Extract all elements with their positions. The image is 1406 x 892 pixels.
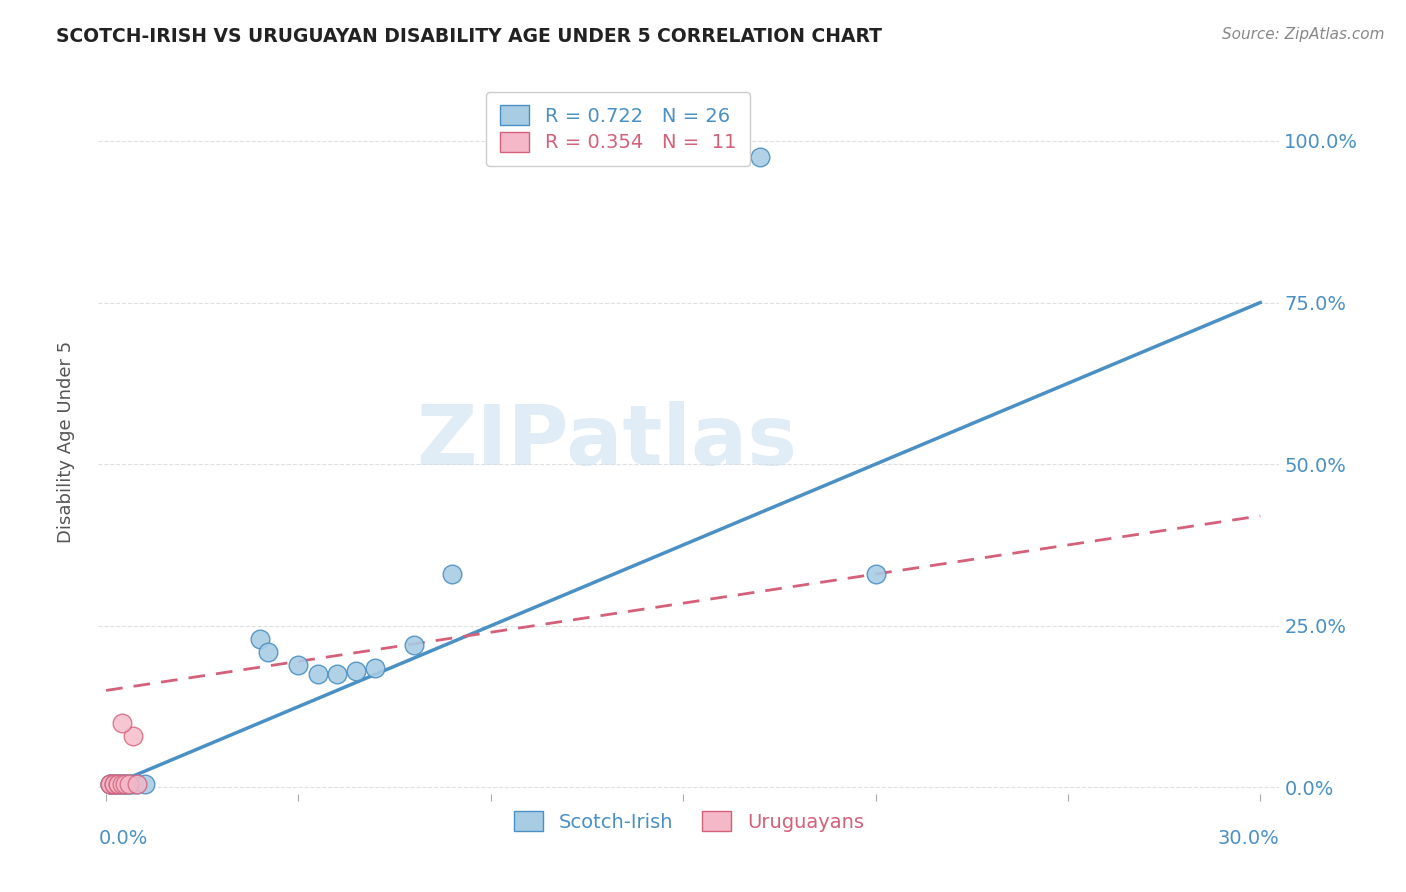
Point: [110, 715, 132, 730]
Point: [110, 777, 132, 791]
Point: [134, 777, 156, 791]
Point: [865, 567, 887, 582]
Point: [107, 777, 129, 791]
Point: [114, 777, 136, 791]
Point: [287, 657, 309, 672]
Point: [103, 777, 125, 791]
Y-axis label: Disability Age Under 5: Disability Age Under 5: [56, 341, 75, 542]
Point: [344, 664, 367, 678]
Point: [103, 777, 125, 791]
Legend: Scotch-Irish, Uruguayans: Scotch-Irish, Uruguayans: [498, 796, 880, 847]
Point: [118, 777, 141, 791]
Point: [98, 777, 121, 791]
Point: [103, 777, 125, 791]
Point: [402, 638, 425, 652]
Text: SCOTCH-IRISH VS URUGUAYAN DISABILITY AGE UNDER 5 CORRELATION CHART: SCOTCH-IRISH VS URUGUAYAN DISABILITY AGE…: [56, 27, 882, 45]
Point: [98, 777, 121, 791]
Point: [118, 777, 141, 791]
Point: [122, 777, 145, 791]
Point: [249, 632, 271, 646]
Point: [125, 777, 148, 791]
Point: [107, 777, 129, 791]
Point: [307, 667, 329, 681]
Point: [256, 645, 278, 659]
Point: [107, 777, 129, 791]
Point: [98, 777, 121, 791]
Text: 30.0%: 30.0%: [1218, 830, 1279, 848]
Point: [103, 777, 125, 791]
Point: [114, 777, 136, 791]
Text: Source: ZipAtlas.com: Source: ZipAtlas.com: [1222, 27, 1385, 42]
Point: [326, 667, 349, 681]
Point: [98, 777, 121, 791]
Point: [364, 661, 387, 675]
Point: [114, 777, 136, 791]
Point: [118, 777, 141, 791]
Point: [110, 777, 132, 791]
Point: [125, 777, 148, 791]
Text: 0.0%: 0.0%: [98, 830, 148, 848]
Point: [749, 150, 772, 164]
Point: [441, 567, 464, 582]
Text: ZIPatlas: ZIPatlas: [416, 401, 797, 482]
Point: [122, 729, 145, 743]
Point: [110, 777, 132, 791]
Point: [107, 777, 129, 791]
